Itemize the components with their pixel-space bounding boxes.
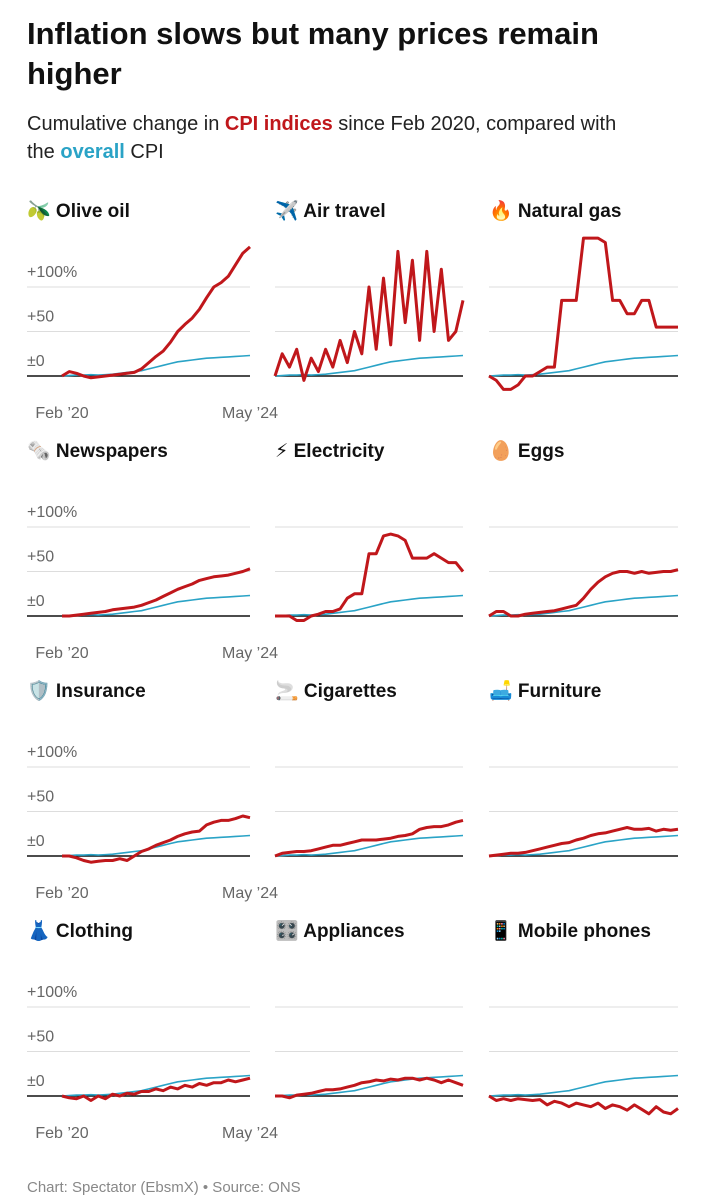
subtitle: the overall CPI <box>27 141 164 163</box>
category-line <box>62 567 251 618</box>
panel-title: ✈️ Air travel <box>275 199 386 222</box>
y-tick-label: +50 <box>27 309 54 326</box>
panel-title: 🥚 Eggs <box>489 439 564 462</box>
panel-title: 🫒 Olive oil <box>27 199 130 222</box>
category-line <box>61 1076 251 1102</box>
category-line <box>488 1094 679 1116</box>
overall-line <box>61 1074 251 1097</box>
chart-title: Inflation slows but many prices remain <box>27 16 599 51</box>
y-tick-label: +50 <box>27 1029 54 1046</box>
subtitle-text: since Feb 2020, compared with <box>333 113 617 135</box>
x-tick-label: May ’24 <box>222 645 278 662</box>
panel-title: ⚡ Electricity <box>275 441 385 462</box>
y-tick-label: +100% <box>27 984 77 1001</box>
overall-line <box>488 1074 679 1097</box>
y-tick-label: ±0 <box>27 593 45 610</box>
panel-title: 🚬 Cigarettes <box>275 679 397 702</box>
chart-title: higher <box>27 56 122 91</box>
subtitle-text: CPI <box>125 141 164 163</box>
y-tick-label: +50 <box>27 549 54 566</box>
y-tick-label: +100% <box>27 264 77 281</box>
category-line <box>274 818 464 858</box>
category-line <box>488 826 679 858</box>
y-tick-label: +50 <box>27 789 54 806</box>
legend-entry: CPI indices <box>225 113 333 135</box>
y-tick-label: ±0 <box>27 833 45 850</box>
category-line <box>273 249 465 382</box>
overall-line <box>488 834 679 857</box>
x-tick-label: May ’24 <box>222 885 278 902</box>
overall-line <box>488 354 679 377</box>
subtitle-text: the <box>27 141 60 163</box>
panel-title: 🗞️ Newspapers <box>27 440 168 462</box>
overall-line <box>274 834 464 857</box>
panel-title: 🎛️ Appliances <box>275 919 405 942</box>
overall-line <box>61 354 251 377</box>
overall-line <box>274 594 464 617</box>
y-tick-label: +100% <box>27 504 77 521</box>
x-tick-label: Feb ’20 <box>35 885 88 902</box>
y-tick-label: +100% <box>27 744 77 761</box>
source: Chart: Spectator (EbsmX) • Source: ONS <box>27 1179 301 1196</box>
panel-title: 👗 Clothing <box>27 919 133 942</box>
category-line <box>61 245 251 380</box>
category-line <box>275 1076 464 1100</box>
overall-line <box>61 594 251 617</box>
x-tick-label: Feb ’20 <box>35 405 88 422</box>
panel-title: 🛋️ Furniture <box>489 679 601 702</box>
category-line <box>62 814 251 864</box>
x-tick-label: May ’24 <box>222 405 278 422</box>
panel-title: 📱 Mobile phones <box>489 919 651 942</box>
x-tick-label: Feb ’20 <box>35 645 88 662</box>
category-line <box>488 568 679 618</box>
panel-title: 🛡️ Insurance <box>27 679 146 702</box>
subtitle-text: Cumulative change in <box>27 113 225 135</box>
category-line <box>488 236 678 391</box>
x-tick-label: May ’24 <box>222 1125 278 1142</box>
y-tick-label: ±0 <box>27 1073 45 1090</box>
panel-title: 🔥 Natural gas <box>489 199 621 222</box>
x-tick-label: Feb ’20 <box>35 1125 88 1142</box>
overall-line <box>61 834 251 857</box>
y-tick-label: ±0 <box>27 353 45 370</box>
category-line <box>275 532 465 622</box>
subtitle: Cumulative change in CPI indices since F… <box>27 113 616 135</box>
legend-entry: overall <box>60 141 124 163</box>
